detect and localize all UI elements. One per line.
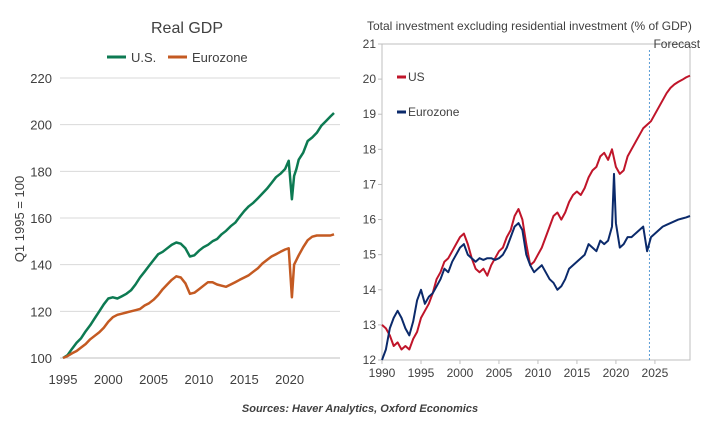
right-y-tick-label: 12 [363, 353, 377, 367]
right-y-tick-label: 18 [363, 142, 377, 156]
left-x-tick-label: 1995 [49, 372, 78, 387]
left-series [62, 112, 335, 360]
investment-title: Total investment excluding residential i… [367, 19, 692, 33]
left-y-tick-label: 160 [30, 211, 52, 226]
right-y-tick-label: 13 [363, 318, 377, 332]
left-x-tick-label: 2015 [230, 372, 259, 387]
right-plot-frame [381, 43, 691, 361]
real-gdp-title: Real GDP [151, 20, 223, 37]
forecast-label: Forecast [653, 37, 700, 51]
right-x-tick-label: 1995 [408, 366, 435, 380]
right-x-tick-label: 2000 [447, 366, 474, 380]
right-x-tick-label: 2020 [603, 366, 630, 380]
us-gdp-line [62, 112, 335, 360]
left-y-tick-label: 120 [30, 304, 52, 319]
left-y-tick-label: 140 [30, 258, 52, 273]
left-y-tick-label: 220 [30, 71, 52, 86]
right-y-tick-label: 15 [363, 248, 377, 262]
left-y-axis-label: Q1 1995 = 100 [12, 176, 27, 262]
left-x-tick-label: 2020 [275, 372, 304, 387]
right-x-ticks: 1990 1995 2000 2005 2010 2015 2020 2025 [369, 360, 669, 380]
eurozone-gdp-line [62, 233, 335, 360]
left-y-tick-label: 180 [30, 164, 52, 179]
legend-us-label: U.S. [131, 50, 156, 65]
right-x-tick-label: 2025 [642, 366, 669, 380]
right-x-tick-label: 2005 [486, 366, 513, 380]
right-series [381, 74, 691, 361]
right-x-tick-label: 2010 [525, 366, 552, 380]
left-gridlines [60, 77, 340, 359]
right-legend: US Eurozone [397, 70, 460, 119]
left-x-tick-label: 2000 [94, 372, 123, 387]
right-x-tick-label: 2015 [564, 366, 591, 380]
left-y-tick-label: 100 [30, 351, 52, 366]
source-note: Sources: Haver Analytics, Oxford Economi… [242, 403, 478, 415]
left-legend: U.S. Eurozone [107, 50, 248, 65]
legend-eurozone-label: Eurozone [192, 50, 248, 65]
legend-us-label-right: US [408, 70, 425, 84]
right-y-ticks: 12 13 14 15 16 17 18 19 20 21 [363, 37, 382, 367]
right-y-tick-label: 17 [363, 177, 377, 191]
right-y-tick-label: 20 [363, 72, 377, 86]
left-y-ticks: 100 120 140 160 180 200 220 [30, 71, 52, 366]
right-y-tick-label: 14 [363, 283, 377, 297]
right-y-tick-label: 19 [363, 107, 377, 121]
investment-chart: Total investment excluding residential i… [363, 19, 701, 380]
right-x-tick-label: 1990 [369, 366, 396, 380]
legend-eurozone-label-right: Eurozone [408, 105, 460, 119]
right-y-tick-label: 21 [363, 37, 377, 51]
left-x-ticks: 1995 2000 2005 2010 2015 2020 [49, 372, 305, 387]
left-y-tick-label: 200 [30, 118, 52, 133]
right-y-tick-label: 16 [363, 213, 377, 227]
left-x-tick-label: 2010 [184, 372, 213, 387]
real-gdp-chart: Real GDP U.S. Eurozone Q1 1995 = 100 100… [12, 20, 340, 387]
left-x-tick-label: 2005 [139, 372, 168, 387]
eurozone-investment-line [381, 172, 691, 361]
